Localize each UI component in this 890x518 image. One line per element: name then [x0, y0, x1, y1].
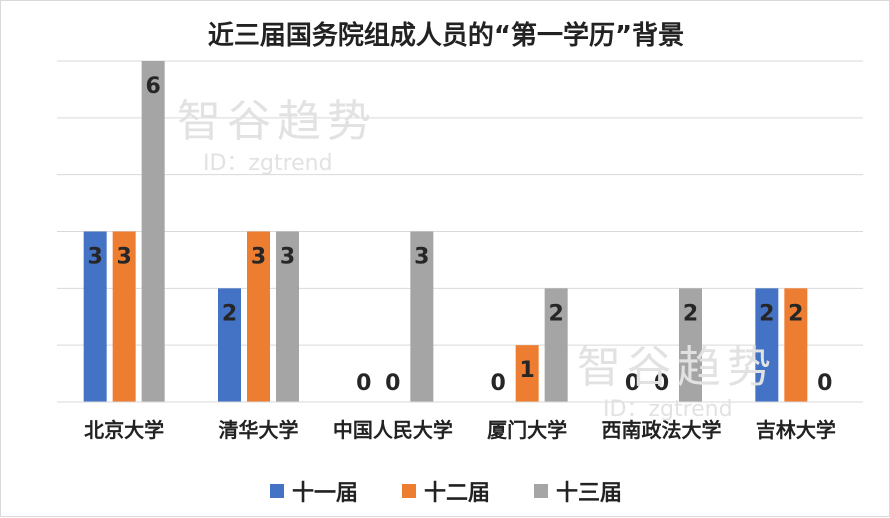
data-label: 1: [520, 358, 535, 383]
bar[interactable]: [755, 288, 779, 402]
bar[interactable]: [112, 231, 136, 403]
data-label: 2: [683, 301, 698, 326]
category-label: 北京大学: [84, 418, 164, 442]
data-label: 6: [146, 74, 161, 99]
legend-label: 十三届: [556, 481, 623, 506]
bar[interactable]: [679, 288, 702, 402]
data-label: 3: [251, 245, 266, 270]
data-label: 0: [356, 371, 371, 396]
category-label: 中国人民大学: [333, 418, 453, 442]
data-label: 2: [549, 301, 564, 326]
data-label: 3: [117, 245, 132, 270]
bar[interactable]: [218, 288, 241, 402]
data-label: 0: [654, 371, 669, 396]
data-label: 2: [759, 301, 774, 326]
bar[interactable]: [141, 61, 165, 402]
bar[interactable]: [276, 231, 299, 403]
data-label: 0: [491, 371, 506, 396]
data-label: 0: [817, 371, 832, 396]
bar[interactable]: [784, 288, 808, 402]
data-label: 3: [414, 245, 429, 270]
data-label: 2: [788, 301, 803, 326]
legend-label: 十一届: [291, 481, 358, 506]
legend-label: 十二届: [423, 481, 490, 506]
legend: 十一届 十二届 十三届: [1, 475, 890, 507]
bar[interactable]: [247, 231, 270, 403]
data-label: 0: [625, 371, 640, 396]
data-label: 3: [280, 245, 295, 270]
data-label: 2: [222, 301, 237, 326]
data-label: 0: [385, 371, 400, 396]
legend-swatch: [534, 484, 548, 498]
legend-swatch: [269, 484, 284, 498]
legend-swatch: [401, 484, 416, 498]
data-label: 3: [88, 245, 103, 270]
bar[interactable]: [544, 288, 568, 402]
legend-item[interactable]: 十一届: [269, 475, 358, 507]
bar[interactable]: [410, 231, 434, 403]
category-label: 厦门大学: [487, 418, 567, 442]
category-label: 清华大学: [219, 418, 299, 442]
bar[interactable]: [83, 231, 107, 403]
category-label: 吉林大学: [756, 418, 836, 442]
legend-item[interactable]: 十三届: [534, 475, 622, 507]
legend-item[interactable]: 十二届: [401, 475, 490, 507]
chart-title: 近三届国务院组成人员的“第一学历”背景: [207, 21, 685, 51]
bar[interactable]: [515, 345, 539, 402]
category-label: 西南政法大学: [602, 418, 722, 442]
